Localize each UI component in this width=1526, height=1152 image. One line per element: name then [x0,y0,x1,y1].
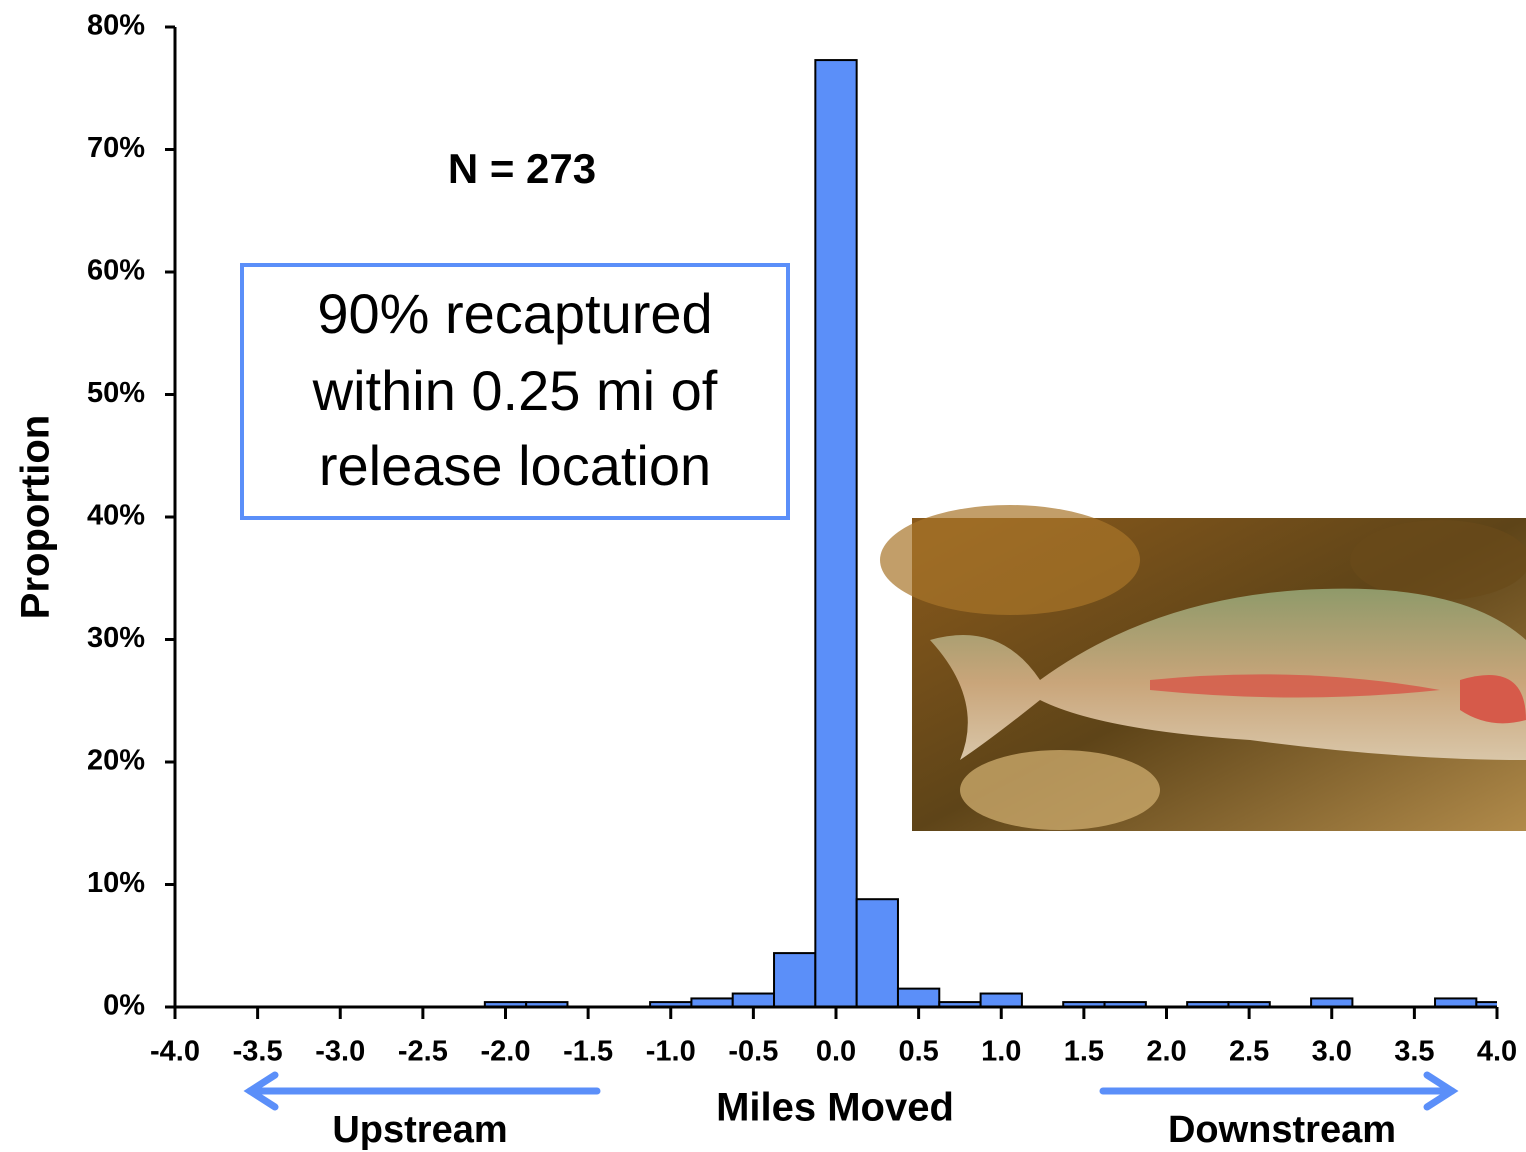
box-line: within 0.25 mi of [312,359,718,422]
bar [814,59,858,1008]
bar [731,992,776,1009]
x-tick-label: -4.0 [150,1036,200,1068]
x-tick-label: -2.0 [481,1036,531,1068]
bar [896,987,941,1008]
downstream-arrow [1099,1071,1459,1111]
upstream-arrow [243,1071,601,1111]
y-tick-label: 80% [87,10,145,42]
bar [855,898,899,1009]
x-tick-label: -0.5 [728,1036,778,1068]
x-tick-label: -3.5 [233,1036,283,1068]
x-tick-label: 2.5 [1229,1036,1269,1068]
x-tick-label: -3.0 [315,1036,365,1068]
x-tick-label: 0.5 [898,1036,938,1068]
bars [483,59,1497,1009]
trout-photo [880,505,1526,831]
x-tick-label: 1.5 [1064,1036,1104,1068]
bar [1475,1001,1497,1008]
x-tick-label: 3.0 [1312,1036,1352,1068]
downstream-label: Downstream [1168,1109,1396,1151]
y-tick-label: 50% [87,377,145,409]
sample-size: N = 273 [448,145,596,192]
x-axis-title: Miles Moved [716,1086,954,1130]
y-tick-label: 30% [87,622,145,654]
y-tick-label: 20% [87,745,145,777]
x-tick-label: 4.0 [1477,1036,1517,1068]
annotation-box [240,263,790,520]
x-tick-label: -1.0 [646,1036,696,1068]
y-tick-label: 60% [87,255,145,287]
x-tick-label: 0.0 [816,1036,856,1068]
y-tick-label: 10% [87,867,145,899]
bar [773,952,817,1008]
y-axis-title: Proportion [14,415,58,619]
x-tick-label: 1.0 [981,1036,1021,1068]
x-tick-label: -2.5 [398,1036,448,1068]
x-tick-label: -1.5 [563,1036,613,1068]
x-tick-label: 3.5 [1394,1036,1434,1068]
upstream-label: Upstream [332,1109,507,1151]
x-tick-label: 2.0 [1146,1036,1186,1068]
bar [979,992,1023,1009]
box-line: 90% recaptured [317,282,712,345]
y-tick-label: 40% [87,500,145,532]
y-tick-label: 70% [87,132,145,164]
y-tick-label: 0% [103,990,145,1022]
box-line: release location [319,434,711,497]
